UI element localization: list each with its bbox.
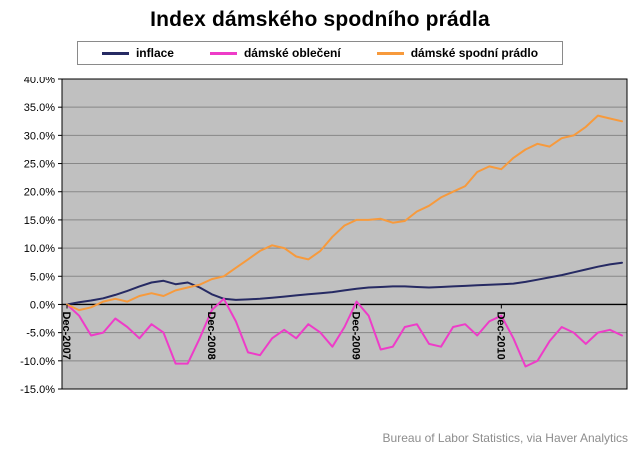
y-axis-label: 10.0% [24, 243, 55, 255]
y-axis-label: 25.0% [24, 159, 55, 171]
series-line-0 [66, 261, 623, 306]
source-attribution: Bureau of Labor Statistics, via Haver An… [382, 431, 628, 445]
y-axis-label: 15.0% [24, 215, 55, 227]
legend: inflace dámské oblečení dámské spodní pr… [76, 41, 564, 65]
legend-line-sample-obleceni [209, 51, 237, 55]
y-axis-label: -5.0% [26, 328, 55, 340]
y-axis-label: 35.0% [24, 102, 55, 114]
legend-line-sample-inflace [101, 51, 129, 55]
legend-line-sample-pradlo [376, 51, 404, 55]
x-axis-label: Dec-2007 [60, 311, 72, 359]
y-axis-label: -15.0% [20, 384, 55, 396]
legend-item-pradlo: dámské spodní prádlo [376, 46, 539, 60]
series-line-1 [66, 297, 623, 368]
x-axis-label: Dec-2010 [494, 311, 506, 359]
legend-item-obleceni: dámské oblečení [209, 46, 341, 60]
x-axis-label: Dec-2009 [350, 311, 362, 359]
y-axis-label: 20.0% [24, 187, 55, 199]
x-axis-label: Dec-2008 [205, 311, 217, 359]
legend-label-pradlo: dámské spodní prádlo [410, 46, 539, 60]
legend-item-inflace: inflace [101, 46, 174, 60]
line-chart: -15.0% -10.0% -5.0% 0.0% 5.0% 10.0% 15.0% 20.0%… [20, 77, 628, 396]
plot-area [62, 79, 627, 389]
series-line-2 [66, 114, 623, 312]
y-axis-label: 30.0% [24, 130, 55, 142]
y-axis-label: 0.0% [30, 299, 55, 311]
y-axis-label: 5.0% [30, 271, 55, 283]
y-axis-label: 40.0% [24, 77, 55, 86]
y-axis-label: -10.0% [20, 356, 55, 368]
legend-label-obleceni: dámské oblečení [243, 46, 341, 60]
chart-title: Index dámského spodního prádla [150, 8, 490, 31]
plot-border [61, 78, 628, 390]
legend-label-inflace: inflace [135, 46, 174, 60]
